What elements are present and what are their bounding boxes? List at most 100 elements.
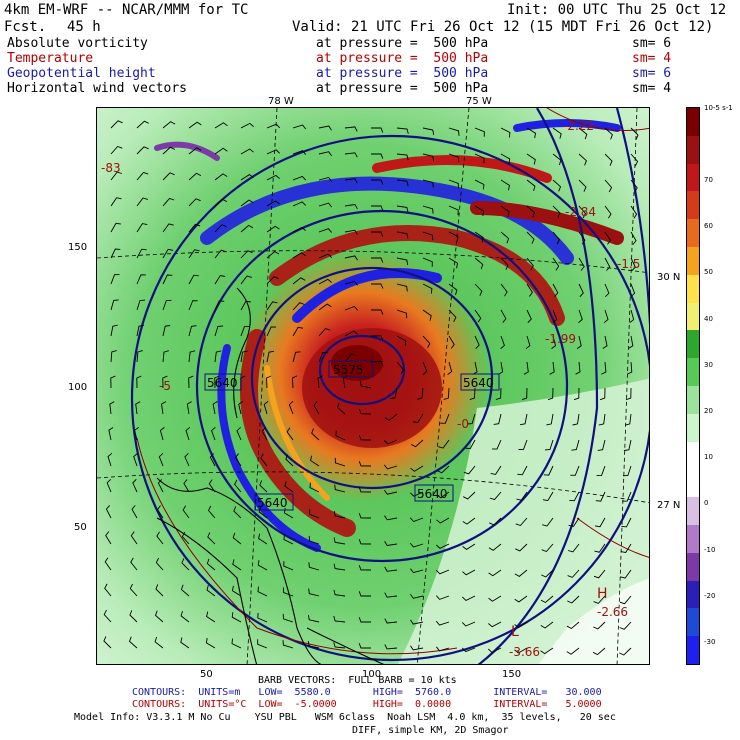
wind-barb: [110, 350, 117, 363]
wind-barb: [410, 439, 424, 448]
vortex-core: [302, 328, 442, 448]
wind-barb: [448, 309, 457, 322]
wind-barb: [542, 491, 554, 502]
wind-barb: [571, 439, 580, 451]
wind-barb: [566, 647, 580, 655]
wind-barb: [384, 515, 398, 521]
wind-barb: [552, 257, 560, 271]
wind-barb: [621, 517, 632, 528]
wind-barb: [318, 202, 333, 208]
field-level: at pressure = 500 hPa: [316, 51, 489, 66]
wind-barb: [436, 646, 450, 652]
wind-barb: [283, 587, 294, 597]
wind-barb: [130, 557, 138, 571]
lon-label: 78 W: [268, 96, 294, 107]
wind-barb: [620, 543, 632, 553]
wind-barb: [104, 583, 112, 597]
colorbar-segment: [687, 441, 699, 470]
wind-barb: [162, 223, 174, 233]
wind-barb: [371, 127, 384, 133]
wind-barb: [462, 569, 476, 576]
red-band: [470, 201, 624, 245]
wind-barb: [105, 505, 112, 519]
wind-barb: [474, 231, 484, 243]
wind-barb: [266, 326, 277, 337]
wind-barb: [162, 121, 176, 129]
wind-barb: [542, 517, 554, 527]
colorbar-segment: [687, 525, 699, 554]
colorbar-segment: [687, 386, 699, 415]
wind-barb: [181, 531, 190, 545]
wind-barb: [627, 361, 633, 375]
wind-barb: [384, 540, 398, 546]
wind-barb: [266, 350, 274, 363]
wind-barb: [104, 557, 112, 571]
wind-barb: [136, 197, 148, 207]
model-title: 4km EM-WRF -- NCAR/MMM for TC: [4, 2, 249, 18]
blue-band: [513, 119, 621, 132]
wind-barb: [188, 375, 194, 389]
wind-barb: [260, 453, 268, 467]
wind-barb: [162, 274, 173, 285]
wind-barb: [240, 350, 248, 363]
wind-barb: [266, 375, 272, 389]
meridian-line: [616, 108, 638, 664]
field-level: at pressure = 500 hPa: [316, 81, 489, 96]
wind-barb: [206, 585, 216, 597]
wind-barb: [592, 647, 606, 656]
meridian-line: [246, 108, 278, 664]
wind-barb: [311, 428, 320, 441]
wind-barb: [286, 427, 294, 441]
wind-barb: [162, 197, 175, 207]
wind-barb: [422, 309, 432, 321]
wind-barb: [422, 283, 433, 294]
wind-barb: [240, 199, 254, 207]
wind-barb: [552, 205, 561, 218]
wind-barb: [578, 309, 583, 324]
wind-barb: [344, 255, 358, 261]
wind-barb: [412, 413, 424, 423]
wind-barb: [515, 517, 528, 527]
height-label: 5640: [417, 487, 448, 501]
wind-barb: [211, 426, 216, 441]
height-label-box: [254, 493, 294, 511]
wind-barb: [318, 176, 332, 182]
wind-barb: [383, 464, 398, 470]
colorbar-tick: 10: [704, 453, 713, 462]
wind-barb: [604, 179, 613, 193]
init-time: Init: 00 UTC Thu 25 Oct 12: [507, 2, 727, 18]
height-label-box: [414, 484, 454, 502]
wind-barb: [597, 439, 606, 451]
wind-barb: [630, 179, 638, 193]
wind-barb: [370, 309, 384, 315]
wind-barb: [182, 505, 190, 519]
colorbar-tick: 20: [704, 407, 713, 415]
lat-label: 27 N: [657, 500, 681, 511]
wind-barb: [214, 375, 220, 389]
wind-barb: [318, 352, 328, 363]
wind-barb: [549, 361, 555, 375]
wind-barb: [291, 375, 298, 389]
wind-barb: [162, 146, 176, 155]
wind-barb: [384, 618, 398, 624]
colorbar-segment: [687, 497, 699, 526]
wind-barb: [552, 179, 562, 192]
wind-barb: [359, 381, 372, 389]
wind-barb: [344, 229, 358, 235]
wind-barb: [159, 427, 165, 441]
wind-barb: [240, 224, 254, 233]
wind-barb: [578, 205, 587, 219]
wind-barb: [106, 478, 112, 493]
wind-barb: [576, 335, 582, 349]
height-label-box: [328, 360, 374, 378]
wind-barb: [448, 127, 460, 136]
wind-barb: [317, 375, 323, 389]
wind-barb: [333, 537, 346, 545]
wind-barb: [136, 120, 150, 129]
colorbar-tick: -20: [704, 591, 716, 600]
wind-barb: [292, 277, 306, 285]
wind-barb: [396, 231, 409, 239]
temp-contour: [546, 108, 649, 131]
wind-barb: [188, 249, 200, 259]
wind-barb: [552, 309, 558, 324]
